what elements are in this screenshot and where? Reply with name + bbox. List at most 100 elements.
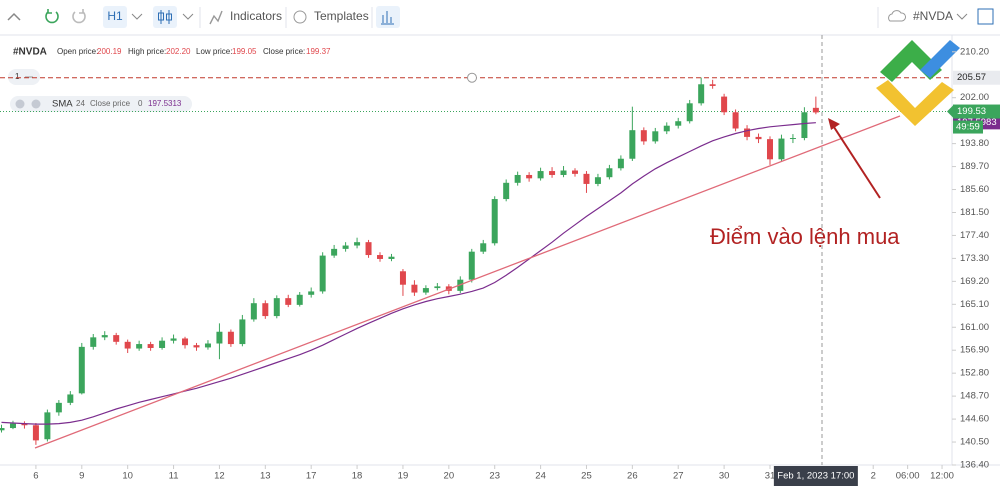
sma-line	[1, 122, 816, 425]
ohlc-value: 199.37	[306, 47, 331, 56]
y-tick-label: 181.50	[960, 207, 989, 218]
candle-body	[55, 402, 62, 413]
cloud-icon[interactable]	[888, 10, 906, 22]
candle-body	[606, 168, 613, 178]
candle-body	[721, 96, 728, 113]
timeframe-button[interactable]	[103, 6, 127, 28]
candle-body	[21, 423, 28, 426]
x-tick-label: 12:00	[930, 471, 954, 482]
candle-body	[744, 128, 751, 137]
last-price-label-bg	[953, 104, 1000, 119]
volume-icon	[381, 11, 394, 25]
symbol-title: #NVDA	[13, 47, 47, 58]
x-tick-label: 17	[306, 471, 317, 482]
collapse-icon[interactable]	[7, 12, 21, 21]
price-level-handle	[467, 72, 477, 83]
y-tick-label: 202.00	[960, 92, 989, 103]
templates-button[interactable]: Templates	[314, 9, 369, 23]
candle-body	[67, 394, 74, 403]
y-tick-label: 193.80	[960, 138, 989, 149]
x-tick-label: 19	[398, 471, 409, 482]
candle-body	[503, 182, 510, 200]
candle-body	[778, 138, 785, 160]
x-tick-label: 06:00	[896, 471, 920, 482]
ohlc-label: Low price:	[196, 47, 232, 56]
chart-type-button[interactable]	[153, 6, 177, 28]
volume-button[interactable]	[376, 6, 400, 28]
symbol-selector[interactable]: #NVDA	[913, 9, 953, 23]
x-tick-label: 2	[871, 471, 876, 482]
dropdown-icon[interactable]	[956, 13, 968, 20]
candle-body	[296, 294, 303, 305]
chart-type-icon	[158, 12, 164, 21]
indicator-tag[interactable]	[10, 96, 192, 112]
candle-body	[193, 345, 200, 348]
candle-body	[216, 331, 223, 344]
y-tick-label: 165.10	[960, 299, 989, 310]
x-tick-label: 24	[535, 471, 546, 482]
dropdown-icon[interactable]	[131, 13, 143, 20]
toolbar	[0, 0, 1000, 35]
settings-icon[interactable]	[31, 99, 41, 109]
y-tick-label: 148.70	[960, 391, 989, 402]
x-tick-label: 12	[214, 471, 225, 482]
arrow	[831, 123, 881, 199]
indicator-name: SMA	[52, 99, 73, 110]
candle-body	[411, 284, 418, 293]
y-tick-label: 156.90	[960, 345, 989, 356]
candle-body	[32, 425, 39, 441]
y-tick-label: 177.40	[960, 230, 989, 241]
chart-type-icon	[160, 10, 170, 24]
candle-body	[732, 112, 739, 129]
trend-line	[34, 115, 901, 449]
candle-body	[113, 335, 120, 342]
indicators-button[interactable]: Indicators	[230, 9, 282, 23]
dropdown-icon[interactable]	[182, 13, 194, 20]
logo	[876, 80, 954, 126]
x-tick-label: 26	[627, 471, 638, 482]
price-level-label: 205.57	[957, 72, 986, 83]
candle-body	[526, 174, 533, 179]
candle-body	[675, 121, 682, 126]
x-tick-label: 6	[33, 471, 38, 482]
candle-body	[468, 251, 475, 280]
price-level-label-bg	[953, 70, 1000, 85]
candle-body	[617, 158, 624, 169]
indicators-icon[interactable]	[209, 10, 223, 25]
candle-body	[686, 103, 693, 122]
redo-icon[interactable]	[72, 9, 86, 24]
ohlc-value: 199.05	[232, 47, 257, 56]
candle-body	[319, 255, 326, 292]
candle-body	[0, 428, 5, 431]
crosshair-label: Feb 1, 2023 17:00	[777, 471, 854, 482]
x-tick-label: 11	[169, 471, 179, 482]
x-tick-label: 18	[352, 471, 363, 482]
candle-body	[182, 338, 189, 346]
line-tag[interactable]	[8, 69, 40, 85]
candle-body	[78, 346, 85, 394]
ohlc-value: 200.19	[97, 47, 122, 56]
visibility-icon[interactable]	[15, 99, 25, 109]
indicator-period: 24	[76, 99, 85, 108]
candle-body	[388, 256, 395, 259]
candle-body	[572, 170, 578, 174]
y-tick-label: 144.60	[960, 414, 989, 425]
candle-body	[434, 286, 441, 289]
candle-body	[147, 344, 154, 348]
candle-body	[698, 84, 705, 104]
candle-body	[204, 343, 211, 348]
candle-body	[537, 171, 544, 179]
candle-body	[331, 248, 338, 256]
expand-icon[interactable]	[977, 8, 994, 25]
ohlc-label: Close price:	[263, 47, 305, 56]
candle-body	[159, 340, 166, 348]
candle-body	[652, 131, 659, 142]
y-tick-label: 173.30	[960, 253, 989, 264]
templates-icon[interactable]	[293, 10, 307, 24]
candle-body	[399, 271, 406, 285]
x-tick-label: 30	[719, 471, 730, 482]
undo-icon[interactable]	[45, 9, 59, 24]
ohlc-label: Open price:	[57, 47, 98, 56]
candle-body	[663, 125, 670, 132]
